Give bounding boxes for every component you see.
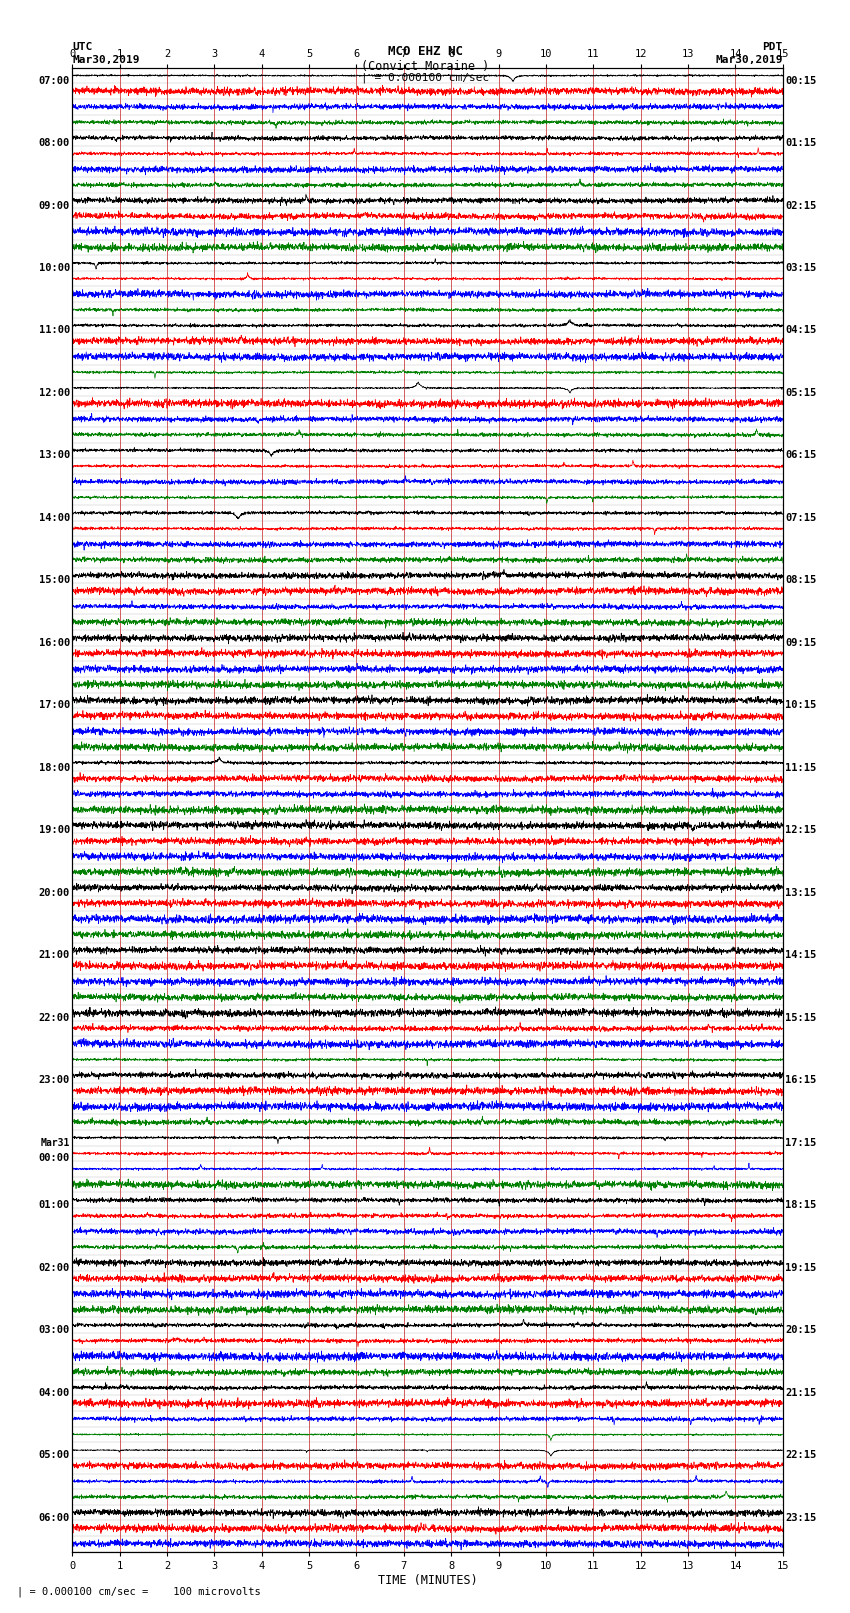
Text: 13:00: 13:00	[39, 450, 70, 460]
Text: 15:00: 15:00	[39, 576, 70, 586]
Text: 02:00: 02:00	[39, 1263, 70, 1273]
Text: (Convict Moraine ): (Convict Moraine )	[361, 60, 489, 73]
Text: 17:00: 17:00	[39, 700, 70, 710]
Text: 22:00: 22:00	[39, 1013, 70, 1023]
Text: 08:00: 08:00	[39, 139, 70, 148]
Text: 11:00: 11:00	[39, 326, 70, 336]
Text: 10:00: 10:00	[39, 263, 70, 273]
Text: 17:15: 17:15	[785, 1137, 816, 1148]
Text: 20:00: 20:00	[39, 887, 70, 898]
Text: 07:15: 07:15	[785, 513, 816, 523]
Text: 02:15: 02:15	[785, 200, 816, 211]
Text: 09:15: 09:15	[785, 637, 816, 648]
Text: 03:00: 03:00	[39, 1326, 70, 1336]
Text: 14:00: 14:00	[39, 513, 70, 523]
Text: | = 0.000100 cm/sec: | = 0.000100 cm/sec	[361, 73, 489, 84]
Text: Mar31: Mar31	[41, 1137, 70, 1148]
Text: 09:00: 09:00	[39, 200, 70, 211]
Text: 21:00: 21:00	[39, 950, 70, 960]
Text: 06:15: 06:15	[785, 450, 816, 460]
Text: 05:15: 05:15	[785, 389, 816, 398]
Text: UTC: UTC	[72, 42, 93, 52]
Text: 01:15: 01:15	[785, 139, 816, 148]
Text: 12:00: 12:00	[39, 389, 70, 398]
Text: 07:00: 07:00	[39, 76, 70, 85]
Text: 19:15: 19:15	[785, 1263, 816, 1273]
Text: 08:15: 08:15	[785, 576, 816, 586]
Text: Mar30,2019: Mar30,2019	[72, 55, 139, 65]
Text: 12:15: 12:15	[785, 826, 816, 836]
Text: 18:00: 18:00	[39, 763, 70, 773]
Text: Mar30,2019: Mar30,2019	[716, 55, 783, 65]
Text: 14:15: 14:15	[785, 950, 816, 960]
Text: 18:15: 18:15	[785, 1200, 816, 1210]
Text: 00:15: 00:15	[785, 76, 816, 85]
Text: 10:15: 10:15	[785, 700, 816, 710]
X-axis label: TIME (MINUTES): TIME (MINUTES)	[377, 1574, 478, 1587]
Text: MCO EHZ NC: MCO EHZ NC	[388, 45, 462, 58]
Text: 11:15: 11:15	[785, 763, 816, 773]
Text: 04:00: 04:00	[39, 1387, 70, 1398]
Text: 19:00: 19:00	[39, 826, 70, 836]
Text: 05:00: 05:00	[39, 1450, 70, 1460]
Text: 13:15: 13:15	[785, 887, 816, 898]
Text: 01:00: 01:00	[39, 1200, 70, 1210]
Text: 22:15: 22:15	[785, 1450, 816, 1460]
Text: 16:15: 16:15	[785, 1076, 816, 1086]
Text: | = 0.000100 cm/sec =    100 microvolts: | = 0.000100 cm/sec = 100 microvolts	[17, 1586, 261, 1597]
Text: 03:15: 03:15	[785, 263, 816, 273]
Text: 04:15: 04:15	[785, 326, 816, 336]
Text: PDT: PDT	[762, 42, 783, 52]
Text: 00:00: 00:00	[39, 1153, 70, 1163]
Text: 20:15: 20:15	[785, 1326, 816, 1336]
Text: 15:15: 15:15	[785, 1013, 816, 1023]
Text: 06:00: 06:00	[39, 1513, 70, 1523]
Text: 23:15: 23:15	[785, 1513, 816, 1523]
Text: 23:00: 23:00	[39, 1076, 70, 1086]
Text: 16:00: 16:00	[39, 637, 70, 648]
Text: 21:15: 21:15	[785, 1387, 816, 1398]
